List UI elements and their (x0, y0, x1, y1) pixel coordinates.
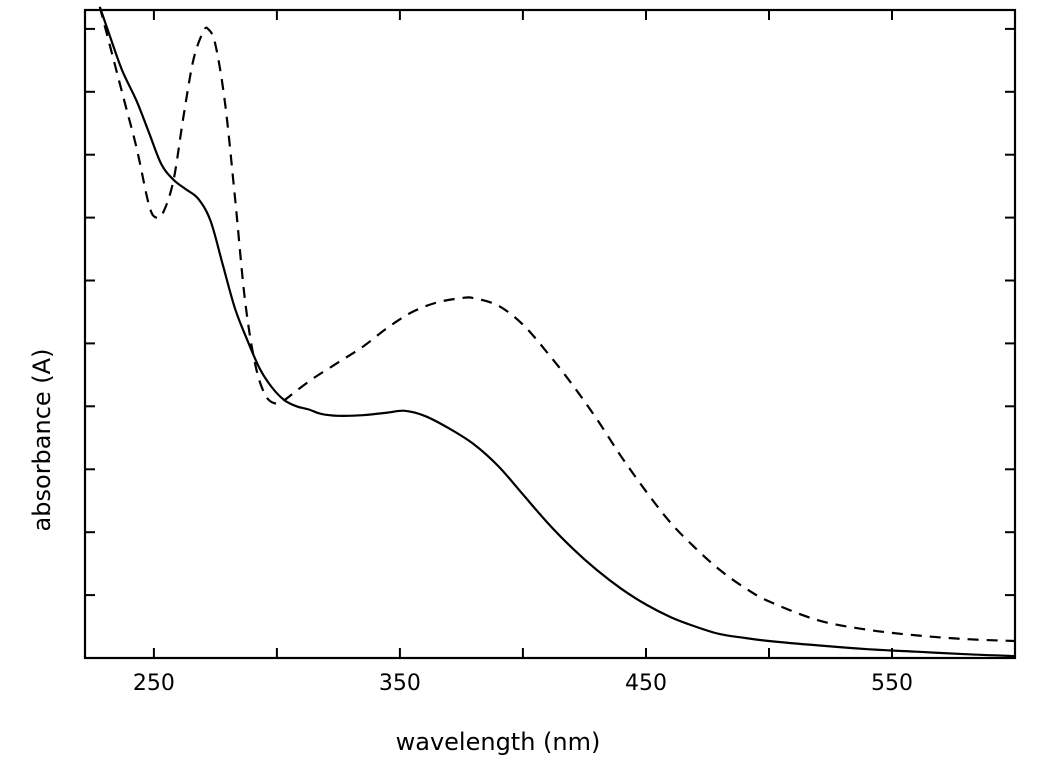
solid-series-line (98, 6, 1016, 658)
dashed-series-line (98, 6, 1016, 643)
axis-ticks (85, 10, 1016, 658)
x-tick-label: 450 (625, 671, 667, 696)
axis-tick-labels: 250 350 450 550 (133, 671, 913, 696)
plot-frame (83, 8, 1017, 660)
y-axis-title: absorbance (A) (28, 349, 56, 532)
x-axis-title: wavelength (nm) (396, 728, 601, 756)
chart-series (98, 6, 1016, 658)
x-tick-label: 350 (379, 671, 421, 696)
x-tick-label: 550 (871, 671, 913, 696)
x-tick-label: 250 (133, 671, 175, 696)
